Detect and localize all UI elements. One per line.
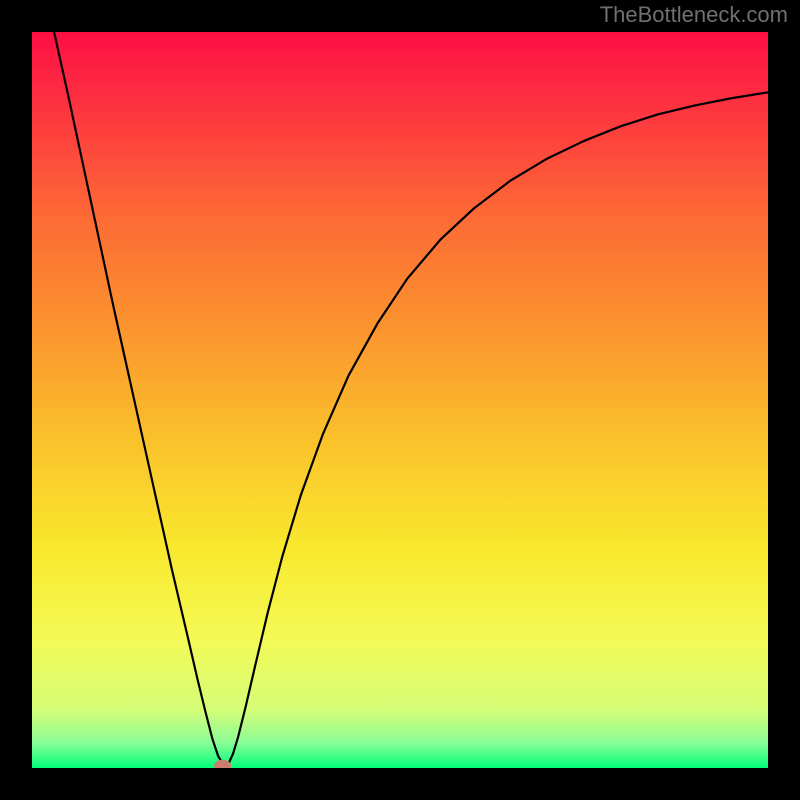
watermark-text: TheBottleneck.com — [600, 2, 788, 28]
plot-background — [32, 32, 768, 768]
plot-area — [32, 32, 768, 768]
chart-container: TheBottleneck.com — [0, 0, 800, 800]
plot-svg — [32, 32, 768, 768]
